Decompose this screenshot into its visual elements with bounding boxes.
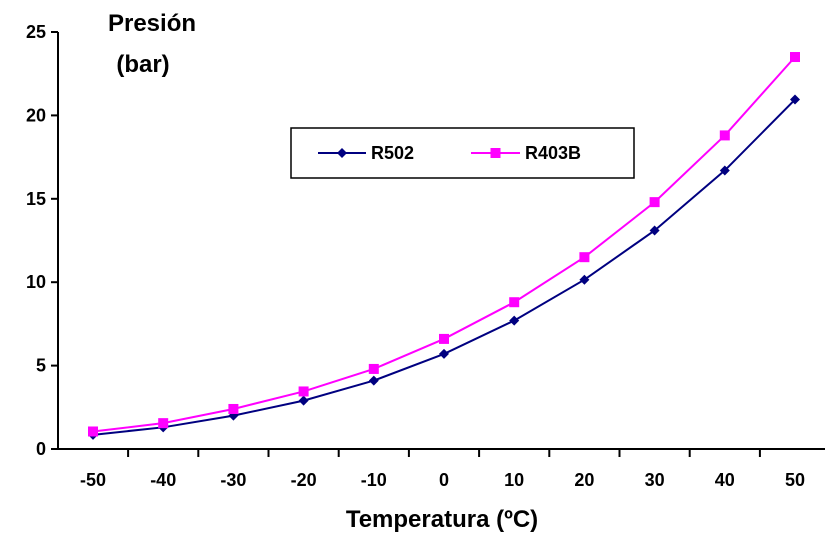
x-tick-label: 50 [785, 470, 805, 490]
data-point-r403b [298, 386, 309, 397]
series-group [88, 52, 800, 440]
legend-marker-r502 [337, 148, 347, 158]
data-point-r403b [719, 130, 730, 141]
legend: R502 R403B [290, 127, 635, 179]
series-line-r403b [92, 56, 796, 433]
data-point-r403b [228, 403, 239, 414]
y-axis-label-line1: Presión [108, 10, 196, 37]
x-tick-label: -50 [80, 470, 106, 490]
legend-marker-r403b [490, 148, 501, 158]
x-tick-label: 0 [439, 470, 449, 490]
data-point-r403b [790, 52, 800, 63]
x-tick-label: 30 [645, 470, 665, 490]
legend-label-r502: R502 [371, 143, 414, 163]
data-point-r403b [158, 418, 169, 429]
data-point-r403b [509, 297, 520, 308]
y-tick-label: 25 [26, 22, 46, 42]
data-point-r403b [439, 333, 449, 344]
data-point-r502 [368, 375, 379, 386]
x-axis-ticks: -50 -40 -30 -20 -10 0 10 20 30 40 50 [80, 449, 805, 490]
y-tick-label: 0 [36, 439, 46, 459]
data-point-r403b [368, 363, 379, 374]
y-tick-label: 10 [26, 272, 46, 292]
axes [57, 32, 825, 450]
data-point-r403b [88, 426, 98, 437]
data-point-r502 [790, 94, 800, 105]
y-tick-label: 15 [26, 189, 46, 209]
x-axis-label: Temperatura (ºC) [346, 506, 538, 533]
legend-label-r403b: R403B [525, 143, 581, 163]
x-tick-label: 20 [574, 470, 594, 490]
y-tick-label: 5 [36, 356, 46, 376]
data-point-r502 [439, 348, 449, 359]
data-point-r502 [719, 165, 730, 176]
x-tick-label: -40 [150, 470, 176, 490]
data-point-r502 [649, 225, 660, 236]
data-point-r502 [298, 395, 309, 406]
x-tick-label: -10 [361, 470, 387, 490]
y-axis-ticks: 0 5 10 15 20 25 [26, 22, 58, 459]
data-point-r403b [579, 252, 590, 263]
data-point-r403b [649, 197, 660, 208]
data-point-r502 [509, 315, 520, 326]
y-tick-label: 20 [26, 105, 46, 125]
y-axis-label-line2: (bar) [116, 51, 169, 78]
x-tick-label: -30 [220, 470, 246, 490]
x-tick-label: 10 [504, 470, 524, 490]
x-tick-label: -20 [291, 470, 317, 490]
x-tick-label: 40 [715, 470, 735, 490]
data-point-r502 [579, 274, 590, 285]
